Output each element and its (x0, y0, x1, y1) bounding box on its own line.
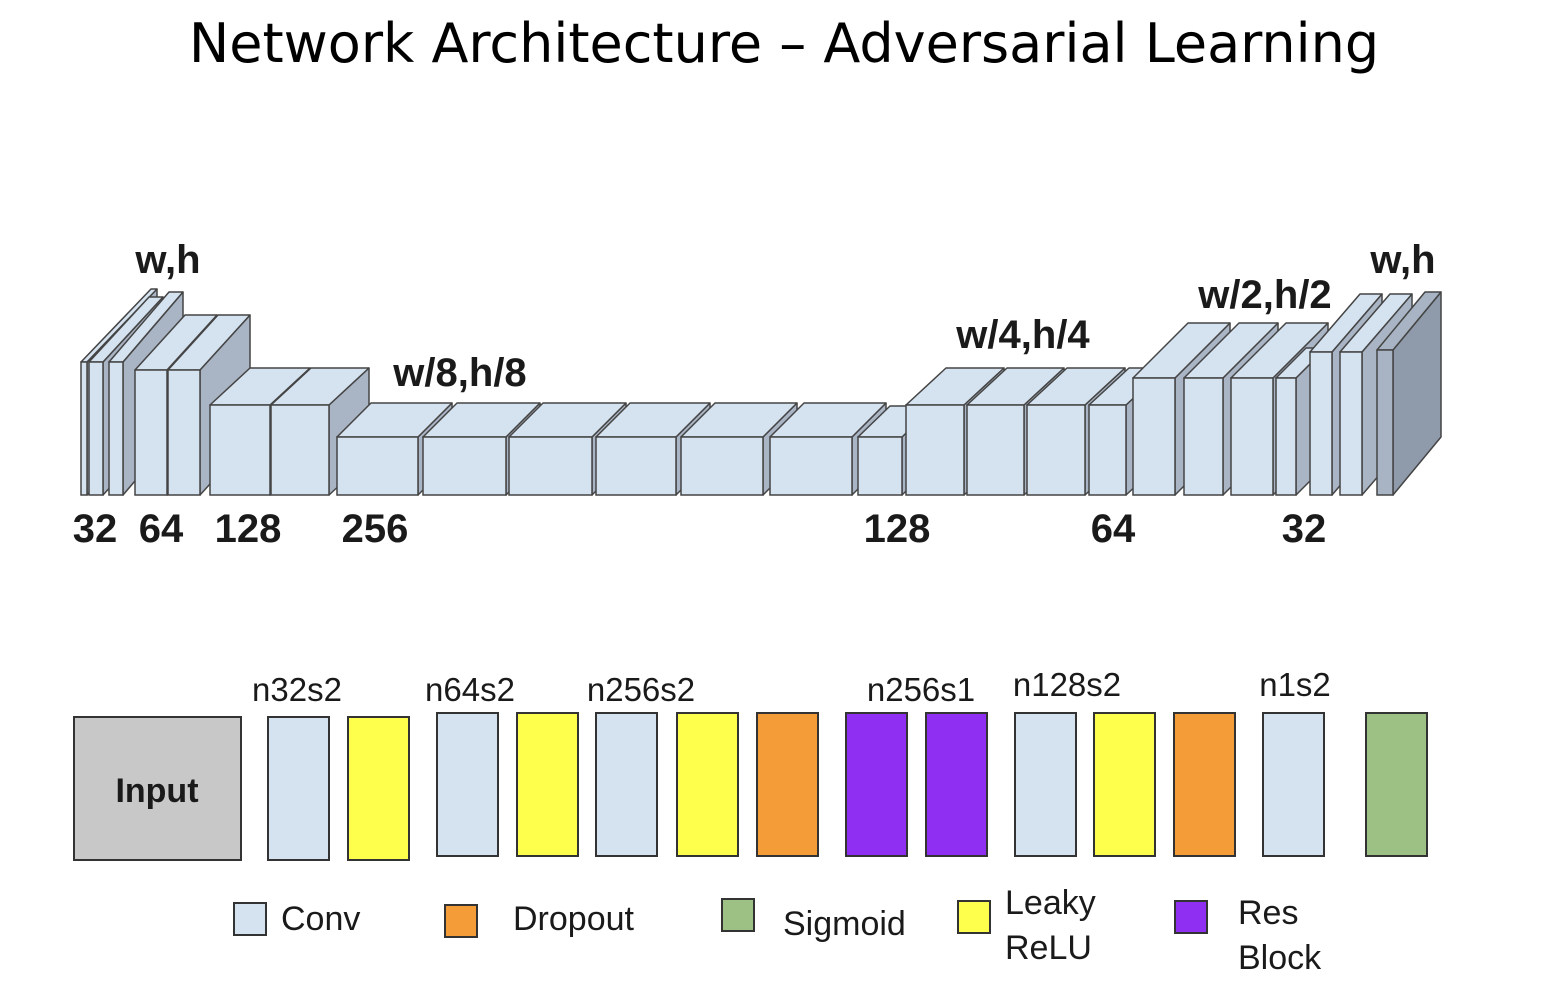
channel-label-32-decoder: 32 (1282, 507, 1327, 551)
dropout-layer-1 (756, 712, 819, 857)
channel-label-128: 128 (215, 507, 282, 551)
legend-swatch-leaky-relu (957, 900, 991, 934)
resolution-label-quarter: w/4,h/4 (955, 313, 1090, 357)
resolution-label-bottleneck: w/8,h/8 (392, 351, 526, 395)
conv-layer-5 (1262, 712, 1325, 857)
dropout-layer-2 (1173, 712, 1236, 857)
conv-layer-3 (595, 712, 658, 857)
leaky-relu-layer-3 (676, 712, 739, 857)
res-block-layer-2 (925, 712, 988, 857)
resolution-label-input: w,h (134, 238, 200, 282)
layer-label-n1s2: n1s2 (1259, 666, 1331, 703)
sigmoid-layer (1365, 712, 1428, 857)
conv-layer-2 (436, 712, 499, 857)
layer-label-n64s2: n64s2 (425, 671, 515, 708)
channel-label-64: 64 (139, 507, 184, 551)
legend-label-relu: ReLU (1005, 929, 1092, 967)
res-block-layer-1 (845, 712, 908, 857)
legend: Conv Dropout Sigmoid Leaky ReLU Res Bloc… (233, 884, 1322, 977)
leaky-relu-layer-2 (516, 712, 579, 857)
input-block (73, 716, 242, 861)
channel-label-256: 256 (342, 507, 409, 551)
leaky-relu-layer-4 (1093, 712, 1156, 857)
architecture-blocks (80, 288, 1442, 496)
legend-swatch-dropout (444, 904, 478, 938)
resolution-label-half: w/2,h/2 (1197, 273, 1331, 317)
layer-label-n128s2: n128s2 (1013, 666, 1121, 703)
legend-label-res: Res (1238, 894, 1298, 932)
layer-sequence: Input n32s2 n64s2 n256s2 n256s1 n128s2 n… (73, 666, 1428, 861)
legend-label-conv: Conv (281, 900, 360, 938)
legend-swatch-conv (233, 902, 267, 936)
slide-title: Network Architecture – Adversarial Learn… (188, 12, 1380, 75)
legend-swatch-sigmoid (721, 898, 755, 932)
legend-label-block: Block (1238, 939, 1322, 977)
layer-label-n256s1: n256s1 (867, 671, 975, 708)
channel-label-128-decoder: 128 (864, 507, 931, 551)
layer-label-n32s2: n32s2 (252, 671, 342, 708)
legend-label-sigmoid: Sigmoid (783, 905, 906, 943)
legend-swatch-res-block (1174, 900, 1208, 934)
channel-label-32: 32 (73, 507, 118, 551)
architecture-block-25 (1376, 291, 1442, 496)
conv-layer-4 (1014, 712, 1077, 857)
input-label: Input (115, 772, 198, 810)
layer-label-n256s2: n256s2 (587, 671, 695, 708)
channel-label-64-decoder: 64 (1091, 507, 1136, 551)
leaky-relu-layer-1 (347, 716, 410, 861)
resolution-label-output: w,h (1369, 238, 1435, 282)
legend-label-dropout: Dropout (513, 900, 635, 938)
legend-label-leaky: Leaky (1005, 884, 1096, 922)
conv-layer-1 (267, 716, 330, 861)
